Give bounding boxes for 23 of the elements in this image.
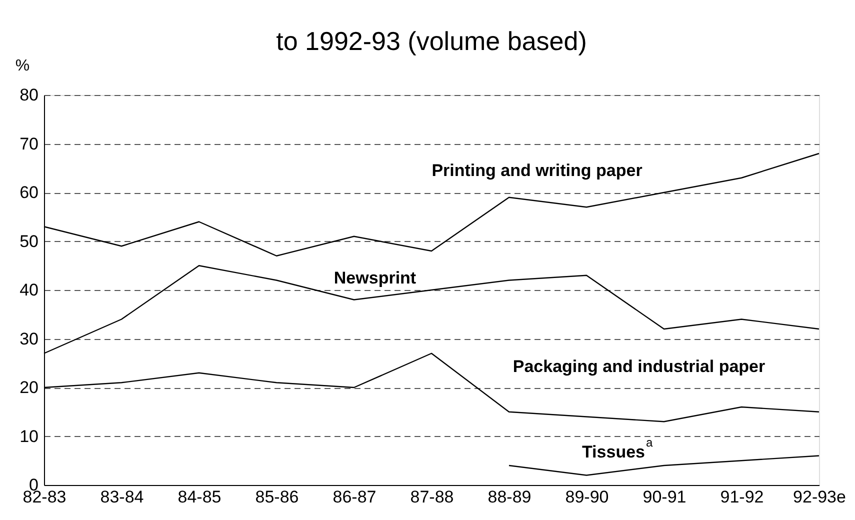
- y-tick-label: 30: [20, 329, 38, 348]
- y-tick-label: 10: [20, 426, 38, 446]
- y-tick-label: 80: [20, 86, 38, 104]
- chart-title: to 1992-93 (volume based): [276, 26, 587, 56]
- y-tick-label: 20: [20, 378, 38, 397]
- y-tick-label: 70: [20, 134, 38, 154]
- y-tick-label: 50: [20, 232, 38, 251]
- x-tick-label: 92-93e: [793, 488, 846, 506]
- x-tick-label: 88-89: [488, 488, 532, 506]
- series-label: Printing and writing paper: [432, 161, 643, 180]
- x-tick-label: 86-87: [332, 488, 376, 506]
- x-tick-label: 83-84: [100, 488, 144, 506]
- x-tick-label: 87-88: [410, 488, 454, 506]
- x-tick-label: 91-92: [720, 488, 764, 506]
- x-tick-label: 85-86: [255, 488, 299, 506]
- series-label: Newsprint: [334, 268, 416, 288]
- series-label: Packaging and industrial paper: [512, 357, 766, 376]
- y-tick-label: 40: [20, 280, 38, 300]
- y-axis-title: %: [15, 58, 30, 74]
- x-tick-label: 84-85: [178, 488, 222, 506]
- y-tick-label: 60: [20, 183, 38, 202]
- x-tick-label: 89-90: [565, 488, 609, 506]
- x-tick-label: 90-91: [642, 488, 686, 506]
